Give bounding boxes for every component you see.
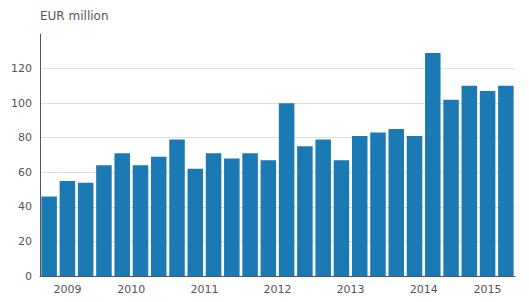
svg-text:2013: 2013 [337,283,365,296]
svg-text:2010: 2010 [117,283,145,296]
svg-text:2014: 2014 [410,283,438,296]
svg-text:20: 20 [18,235,32,248]
svg-text:EUR million: EUR million [40,9,109,23]
svg-text:40: 40 [18,200,32,213]
svg-text:2012: 2012 [264,283,292,296]
svg-text:120: 120 [11,62,32,75]
svg-text:2009: 2009 [53,283,81,296]
svg-text:60: 60 [18,166,32,179]
svg-text:0: 0 [25,270,32,283]
svg-text:100: 100 [11,97,32,110]
svg-text:80: 80 [18,131,32,144]
svg-text:2011: 2011 [190,283,218,296]
svg-text:2015: 2015 [474,283,502,296]
